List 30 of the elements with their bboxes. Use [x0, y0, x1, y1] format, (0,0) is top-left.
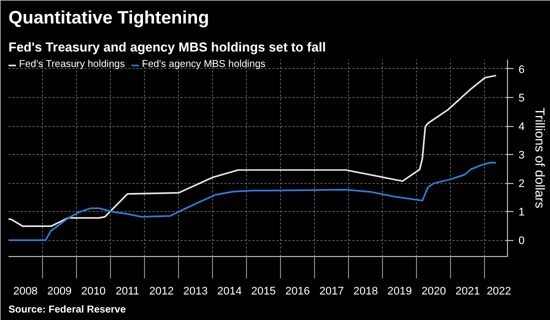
y-tick-label: 4	[518, 121, 525, 134]
chart-subtitle: Fed's Treasury and agency MBS holdings set to fall	[8, 40, 326, 54]
x-tick-label: 2017	[319, 286, 344, 298]
y-tick-label: 2	[518, 178, 525, 190]
line-series	[8, 74, 497, 228]
x-tick-label: 2016	[285, 286, 310, 298]
chart-title: Quantitative Tightening	[8, 8, 210, 28]
x-tick-label: 2010	[81, 286, 106, 298]
x-tick-label: 2013	[183, 286, 208, 298]
y-axis-title: Trillions of dollars	[532, 108, 548, 209]
y-tick-label: 0	[518, 235, 525, 248]
x-tick-label: 2008	[13, 286, 38, 298]
y-tick-label: 1	[518, 206, 525, 219]
x-tick-label: 2014	[217, 286, 242, 298]
y-tick-label: 3	[518, 150, 525, 162]
y-tick-label: 6	[518, 64, 525, 76]
x-tick-label: 2020	[421, 286, 446, 298]
y-tick-label: 5	[518, 92, 525, 104]
source-note: Source: Federal Reserve	[8, 304, 126, 316]
x-tick-label: 2019	[387, 286, 412, 298]
line-series	[8, 162, 497, 242]
x-tick-label: 2022	[486, 286, 512, 298]
x-tick-label: 2012	[149, 286, 174, 298]
x-tick-label: 2021	[455, 286, 480, 298]
legend-label: Fed's Treasury holdings	[19, 59, 125, 70]
x-tick-label: 2018	[353, 286, 378, 298]
x-tick-label: 2015	[251, 286, 276, 298]
x-tick-label: 2011	[116, 286, 140, 298]
legend-label: Fed's agency MBS holdings	[142, 59, 266, 70]
x-tick-label: 2009	[47, 286, 72, 298]
